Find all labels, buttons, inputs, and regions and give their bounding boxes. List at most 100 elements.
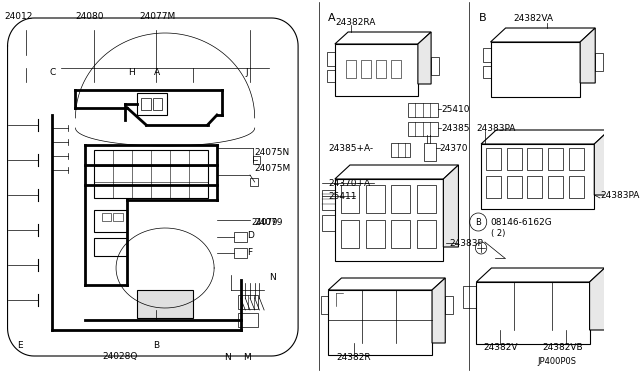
- Text: ( 2): ( 2): [490, 228, 505, 237]
- Bar: [392, 185, 410, 213]
- Text: F: F: [247, 247, 252, 257]
- Bar: [102, 213, 111, 221]
- Bar: [322, 215, 335, 231]
- Text: 24383PA: 24383PA: [476, 124, 516, 132]
- Text: 24028Q: 24028Q: [102, 353, 137, 362]
- Text: B: B: [479, 13, 487, 23]
- Bar: [486, 148, 501, 170]
- Text: 24075N: 24075N: [255, 148, 290, 157]
- Polygon shape: [481, 130, 609, 144]
- Polygon shape: [335, 32, 431, 44]
- Bar: [481, 144, 595, 209]
- Bar: [137, 290, 193, 318]
- Text: 24382VB: 24382VB: [543, 343, 583, 353]
- Polygon shape: [418, 32, 431, 84]
- Text: 24080: 24080: [76, 12, 104, 20]
- Bar: [569, 176, 584, 198]
- Bar: [445, 296, 452, 314]
- Text: 24382RA: 24382RA: [335, 17, 375, 26]
- Bar: [253, 156, 260, 164]
- Bar: [548, 176, 563, 198]
- Bar: [137, 93, 167, 115]
- Bar: [417, 220, 436, 248]
- Text: H: H: [128, 67, 135, 77]
- Text: 24382VA: 24382VA: [513, 13, 553, 22]
- Bar: [234, 248, 247, 258]
- Text: 24370+A: 24370+A: [328, 179, 371, 187]
- Bar: [507, 148, 522, 170]
- Bar: [153, 98, 163, 110]
- Text: A: A: [154, 67, 160, 77]
- Text: 24079: 24079: [255, 218, 283, 227]
- Text: E: E: [17, 340, 22, 350]
- Text: 24385: 24385: [442, 124, 470, 132]
- Bar: [250, 178, 257, 186]
- Text: 24382R: 24382R: [337, 353, 371, 362]
- Polygon shape: [490, 28, 595, 42]
- Text: 25411: 25411: [328, 192, 356, 201]
- Bar: [463, 286, 476, 308]
- Bar: [486, 176, 501, 198]
- Polygon shape: [589, 268, 605, 330]
- Bar: [335, 44, 418, 96]
- Bar: [376, 60, 386, 78]
- Text: 08146-6162G: 08146-6162G: [490, 218, 552, 227]
- Polygon shape: [328, 278, 445, 290]
- Bar: [237, 295, 259, 309]
- Bar: [321, 296, 328, 314]
- Bar: [362, 60, 371, 78]
- Polygon shape: [444, 165, 458, 247]
- Text: A: A: [328, 13, 336, 23]
- Text: 24382V: 24382V: [483, 343, 518, 353]
- Bar: [507, 176, 522, 198]
- Text: 24075M: 24075M: [255, 164, 291, 173]
- Bar: [595, 53, 603, 71]
- Text: N: N: [225, 353, 231, 362]
- Bar: [94, 238, 127, 256]
- Bar: [234, 232, 247, 242]
- Bar: [327, 52, 335, 66]
- Text: B: B: [476, 218, 481, 227]
- Bar: [237, 313, 259, 327]
- Text: 24370: 24370: [440, 144, 468, 153]
- Bar: [366, 220, 385, 248]
- Bar: [605, 286, 618, 308]
- Bar: [527, 176, 543, 198]
- Bar: [569, 148, 584, 170]
- Bar: [113, 213, 123, 221]
- Bar: [340, 185, 360, 213]
- Bar: [476, 282, 589, 344]
- Text: 24079: 24079: [252, 218, 278, 227]
- Text: 24077M: 24077M: [140, 12, 176, 20]
- Text: 24383PA: 24383PA: [600, 190, 639, 199]
- Bar: [392, 220, 410, 248]
- Bar: [392, 60, 401, 78]
- Text: M: M: [243, 353, 251, 362]
- Bar: [431, 57, 438, 75]
- Text: JP400P0S: JP400P0S: [538, 357, 577, 366]
- Bar: [141, 98, 151, 110]
- Polygon shape: [580, 28, 595, 83]
- Text: 24383P: 24383P: [449, 238, 483, 247]
- Bar: [94, 210, 127, 232]
- Bar: [335, 179, 444, 261]
- Text: J: J: [245, 67, 248, 77]
- Polygon shape: [595, 130, 609, 195]
- Bar: [417, 185, 436, 213]
- Text: 24385+A-: 24385+A-: [328, 144, 373, 153]
- Bar: [366, 185, 385, 213]
- Text: N: N: [269, 273, 276, 282]
- Bar: [408, 122, 438, 136]
- Bar: [346, 60, 356, 78]
- Text: C: C: [49, 67, 55, 77]
- Bar: [490, 42, 580, 97]
- Polygon shape: [335, 165, 458, 179]
- Text: D: D: [247, 231, 254, 240]
- Bar: [94, 150, 207, 198]
- Bar: [408, 103, 438, 117]
- Polygon shape: [432, 278, 445, 343]
- Bar: [548, 148, 563, 170]
- Bar: [392, 143, 410, 157]
- Bar: [527, 148, 543, 170]
- Bar: [327, 70, 335, 82]
